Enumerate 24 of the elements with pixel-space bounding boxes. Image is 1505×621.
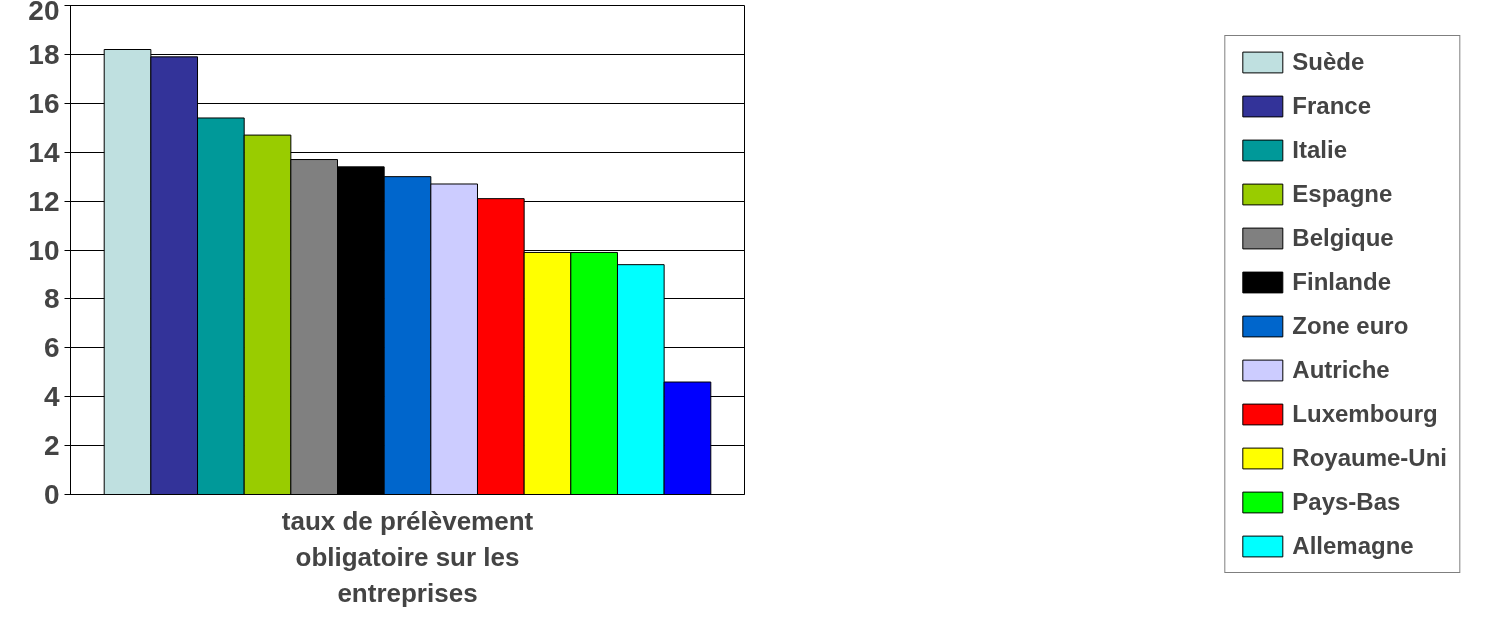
legend-label: Belgique: [1292, 224, 1394, 252]
y-tick-label: 18: [28, 38, 60, 70]
y-tick-label: 12: [28, 185, 60, 217]
legend-label: Luxembourg: [1292, 400, 1438, 428]
y-tick-label: 2: [43, 430, 60, 462]
legend-label: Italie: [1292, 136, 1348, 164]
y-tick-label: 0: [43, 479, 60, 510]
y-tick-label: 16: [28, 87, 60, 119]
y-tick-label: 6: [43, 332, 60, 364]
legend-label: Royaume-Uni: [1292, 444, 1447, 472]
legend-label: Autriche: [1292, 356, 1390, 384]
y-tick-label: 20: [28, 0, 60, 26]
y-tick-label: 10: [28, 234, 60, 266]
y-tick-label: 8: [43, 283, 60, 315]
legend-label: Finlande: [1292, 268, 1391, 296]
x-tick-label: taux de prélèvement obligatoire sur les entreprises: [281, 505, 534, 608]
legend-label: Zone euro: [1292, 312, 1409, 340]
legend-label: Espagne: [1292, 180, 1393, 208]
y-tick-label: 14: [28, 136, 60, 168]
legend-label: Suède: [1292, 48, 1365, 76]
y-tick-label: 4: [43, 381, 60, 413]
legend-label: Allemagne: [1292, 532, 1414, 560]
legend-label: Pays-Bas: [1292, 488, 1401, 516]
legend-label: France: [1292, 92, 1372, 120]
